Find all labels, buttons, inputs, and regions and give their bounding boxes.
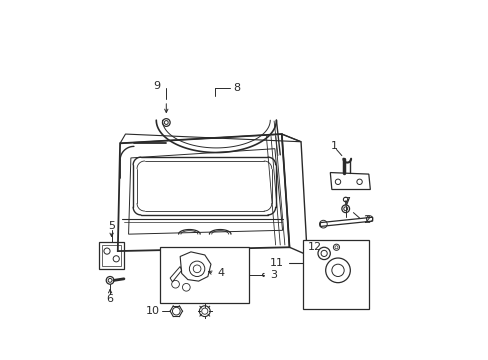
- Text: 12: 12: [307, 242, 322, 252]
- Text: 5: 5: [108, 221, 115, 231]
- Text: 4: 4: [217, 269, 224, 278]
- Text: 11: 11: [269, 258, 283, 267]
- Text: 10: 10: [145, 306, 159, 316]
- Bar: [303, 239, 368, 309]
- Text: 2: 2: [362, 215, 369, 225]
- Text: 1: 1: [330, 141, 337, 150]
- Text: 7: 7: [342, 197, 349, 207]
- Text: 3: 3: [270, 270, 277, 280]
- Text: 9: 9: [153, 81, 160, 91]
- Bar: [160, 247, 248, 303]
- Text: 6: 6: [106, 294, 113, 304]
- Text: 8: 8: [233, 83, 240, 93]
